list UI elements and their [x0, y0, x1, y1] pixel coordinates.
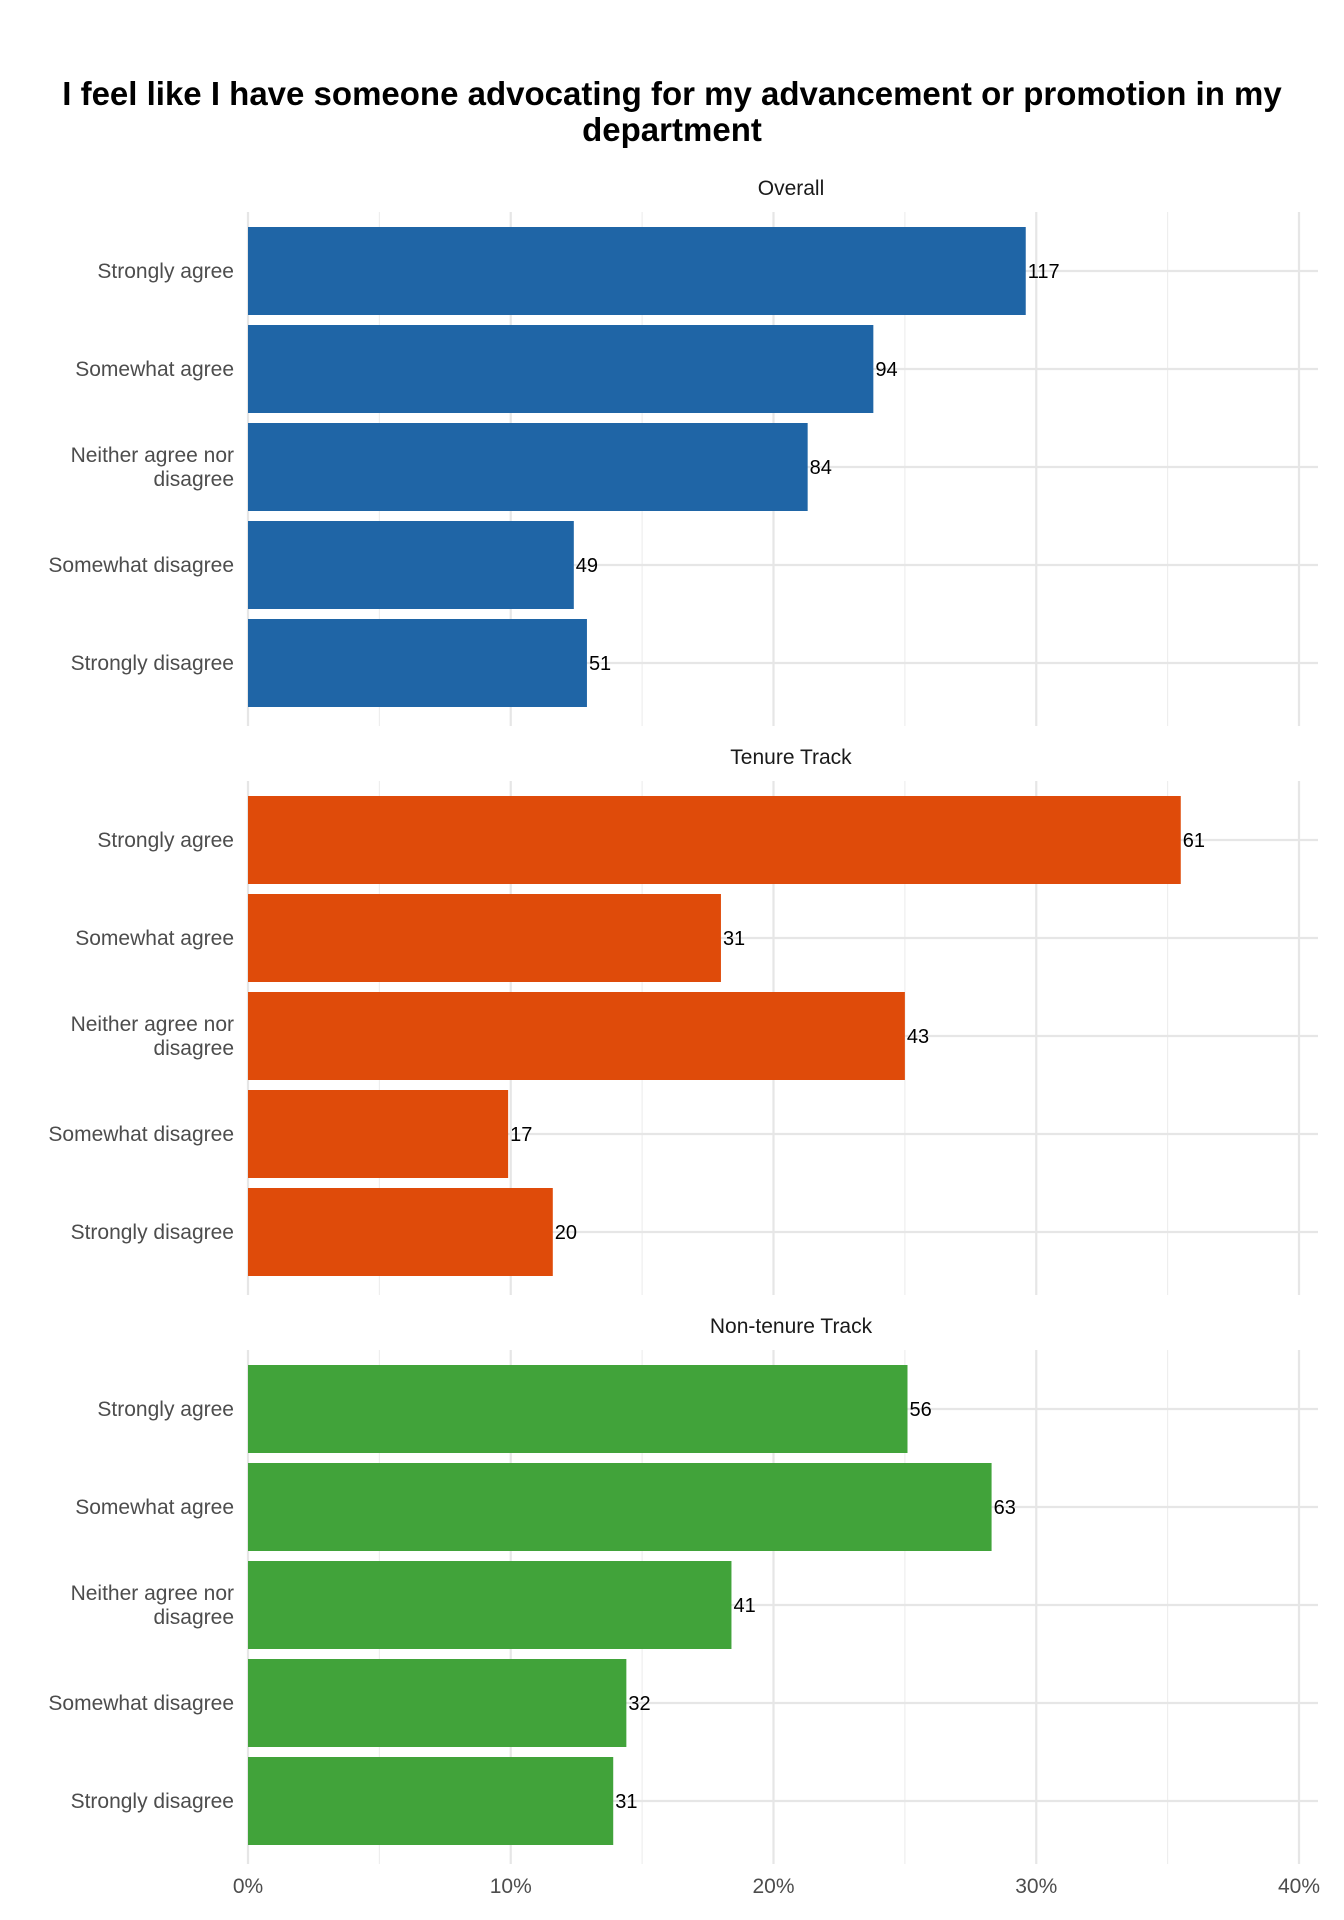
bar — [248, 1365, 908, 1453]
bar — [248, 1757, 614, 1845]
category-label: Strongly agree — [97, 829, 234, 852]
bar — [248, 227, 1026, 315]
data-label: 117 — [1028, 261, 1060, 283]
data-label: 17 — [510, 1124, 532, 1146]
category-label: Somewhat agree — [75, 358, 234, 381]
category-label: Strongly agree — [97, 260, 234, 283]
panel-title: Tenure Track — [730, 746, 852, 769]
x-tick-label: 0% — [233, 1875, 263, 1898]
category-label: Neither agree nor disagree — [71, 444, 234, 491]
x-tick-label: 20% — [752, 1875, 794, 1898]
data-label: 32 — [628, 1693, 650, 1715]
data-label: 20 — [555, 1222, 577, 1244]
category-label: Somewhat disagree — [48, 1123, 234, 1146]
data-label: 63 — [994, 1497, 1016, 1519]
chart-title-line-2: department — [582, 111, 762, 148]
x-tick-label: 30% — [1015, 1875, 1057, 1898]
bar — [248, 796, 1181, 884]
data-label: 51 — [589, 653, 611, 675]
bar — [248, 1188, 553, 1276]
bar — [248, 1463, 992, 1551]
category-label: Somewhat disagree — [48, 1692, 234, 1715]
x-tick-label: 10% — [490, 1875, 532, 1898]
category-label: Somewhat disagree — [48, 554, 234, 577]
data-label: 61 — [1183, 830, 1205, 852]
bar — [248, 1561, 732, 1649]
category-label: Strongly disagree — [71, 1790, 234, 1813]
chart-panels: Overall 117 Strongly agree 94 Somewhat agree… — [48, 177, 1318, 1864]
panel-tenure-track: Tenure Track 61 Strongly agree 31 Somewhat a… — [48, 746, 1318, 1295]
x-tick-label: 40% — [1278, 1875, 1320, 1898]
data-label: 41 — [733, 1595, 755, 1617]
bar — [248, 1090, 509, 1178]
bar — [248, 1659, 627, 1747]
category-label: Somewhat agree — [75, 927, 234, 950]
category-label: Strongly disagree — [71, 652, 234, 675]
bar — [248, 325, 874, 413]
category-label: Neither agree nor disagree — [71, 1582, 234, 1629]
panel-non-tenure-track: Non-tenure Track 56 Strongly agree 63 Somewh… — [48, 1315, 1318, 1864]
bar — [248, 521, 574, 609]
bar — [248, 992, 905, 1080]
data-label: 56 — [910, 1399, 932, 1421]
data-label: 43 — [907, 1026, 929, 1048]
category-label: Strongly disagree — [71, 1221, 234, 1244]
category-label: Somewhat agree — [75, 1496, 234, 1519]
data-label: 49 — [576, 555, 598, 577]
data-label: 31 — [723, 928, 745, 950]
chart-title-line-1: I feel like I have someone advocating fo… — [62, 75, 1282, 112]
data-label: 94 — [875, 359, 897, 381]
category-label: Neither agree nor disagree — [71, 1013, 234, 1060]
data-label: 84 — [810, 457, 832, 479]
panel-title: Non-tenure Track — [710, 1315, 873, 1338]
panel-overall: Overall 117 Strongly agree 94 Somewhat agree… — [48, 177, 1318, 726]
bar — [248, 619, 587, 707]
category-label: Strongly agree — [97, 1398, 234, 1421]
data-label: 31 — [615, 1791, 637, 1813]
panel-title: Overall — [758, 177, 825, 200]
bar — [248, 894, 721, 982]
x-axis: 0% 10% 20% 30% 40% — [233, 1875, 1320, 1898]
bar — [248, 423, 808, 511]
